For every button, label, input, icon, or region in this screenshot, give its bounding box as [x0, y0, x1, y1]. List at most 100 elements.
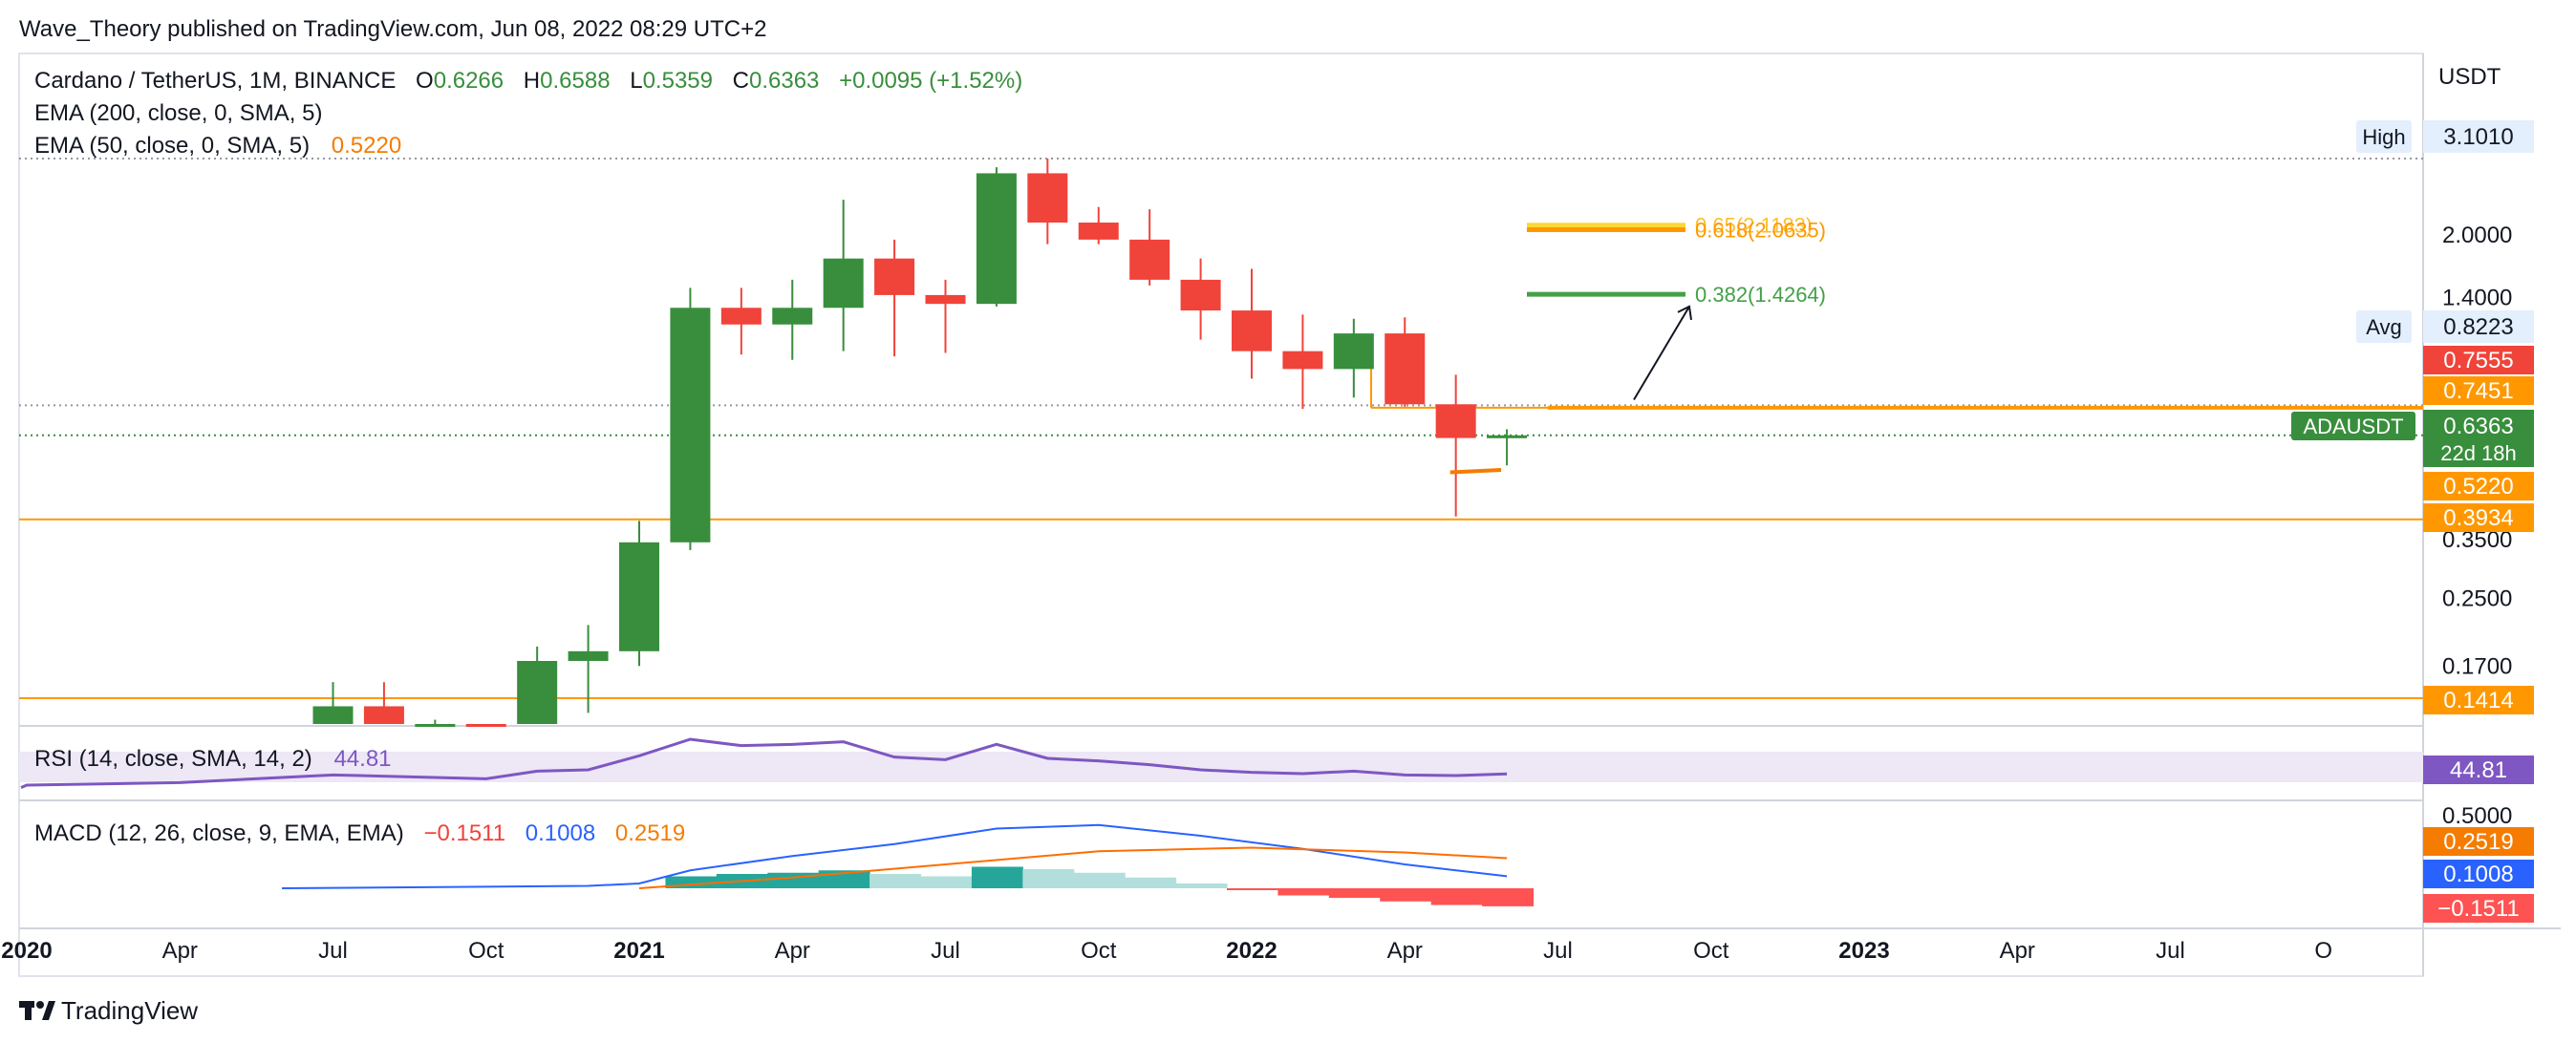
legend-line-1: Cardano / TetherUS, 1M, BINANCE O0.6266 … [34, 68, 1022, 94]
price-axis-labels: High 3.1010 Avg 0.8223 0.7555 0.7451 ADAUSDT 0.… [2291, 120, 2534, 714]
axis-label-5: 0.5220 [2443, 474, 2513, 500]
candle-body-20 [1333, 333, 1374, 370]
macd-legend: MACD (12, 26, close, 9, EMA, EMA) −0.151… [34, 820, 685, 846]
price-tick-0: 2.0000 [2442, 223, 2512, 248]
arrow-head [1677, 305, 1692, 321]
candle-body-13 [976, 173, 1017, 305]
macd-tick-0: 0.5000 [2442, 803, 2512, 829]
macd-value: −0.1511 [423, 820, 505, 846]
candle-body-18 [1232, 310, 1272, 351]
macd-signal-value: 0.1008 [526, 820, 595, 846]
fib-label-1: 0.618(2.0635) [1695, 219, 1826, 243]
legend-l-value: 0.5359 [643, 68, 713, 94]
rsi-line [20, 737, 1508, 790]
candle-body-23 [1487, 435, 1528, 438]
axis-label-box-0 [2423, 120, 2534, 153]
macd-hist-bar-9 [1125, 877, 1177, 888]
time-axis: 2020 Apr Jul Oct 2021 Apr Jul Oct 2022 Apr Jul Oct 2… [1, 938, 2332, 964]
price-tick-4: 0.1700 [2442, 653, 2512, 679]
candle-body-14 [1027, 173, 1068, 224]
macd-hist-bar-16 [1482, 888, 1535, 906]
rsi-value: 44.81 [333, 746, 391, 772]
candle-body-5 [568, 650, 609, 661]
macd-axis-label-2: −0.1511 [2437, 896, 2520, 922]
candle-body-22 [1435, 404, 1476, 438]
candle-body-19 [1282, 351, 1323, 370]
symbol-tag-text: ADAUSDT [2303, 415, 2403, 438]
time-tick-9: Apr [1387, 938, 1423, 964]
fib-label-0: 0.65(2.1183) [1695, 214, 1813, 238]
macd-axis-label-1: 0.1008 [2443, 862, 2513, 887]
fib-levels: 0.65(2.1183)0.618(2.0635) 0.382(1.4264) [1527, 214, 1826, 307]
axis-label-box-6 [2423, 503, 2534, 532]
candle-body-8 [720, 308, 762, 325]
macd-hist-bar-7 [1022, 869, 1075, 888]
candle-body-11 [874, 258, 915, 295]
tradingview-logo: TradingView [19, 996, 198, 1025]
candle-body-0 [312, 706, 354, 724]
axis-label-0: 3.1010 [2443, 124, 2513, 150]
macd-pane [282, 823, 1535, 906]
candle-body-12 [925, 294, 966, 305]
axis-tag-text-0: High [2362, 125, 2405, 149]
horizontal-levels [19, 158, 2423, 699]
legend-h-label: H [524, 68, 540, 94]
rsi-axis-value: 44.81 [2450, 757, 2507, 783]
candle-body-6 [619, 542, 659, 651]
tradingview-logo-icon [19, 1001, 55, 1020]
axis-label-1: 0.8223 [2443, 314, 2513, 340]
candle-body-10 [823, 258, 864, 309]
candle-body-21 [1385, 333, 1426, 405]
macd-line [282, 823, 1508, 889]
legend-l-label: L [630, 68, 642, 94]
ema50-segment [1449, 468, 1502, 475]
projection-arrow [1633, 305, 1692, 401]
time-tick-8: 2022 [1226, 938, 1277, 964]
price-tick-1: 1.4000 [2442, 286, 2512, 311]
time-tick-11: Oct [1693, 938, 1729, 964]
legend-ema50-value: 0.5220 [332, 133, 401, 159]
macd-hist-bar-5 [920, 876, 973, 888]
legend-ema50: EMA (50, close, 0, SMA, 5) [34, 133, 310, 159]
macd-hist-bar-14 [1380, 888, 1432, 902]
rsi-legend: RSI (14, close, SMA, 14, 2) 44.81 [34, 746, 392, 772]
time-tick-2: Jul [318, 938, 348, 964]
time-tick-0: 2020 [1, 938, 52, 964]
macd-hist-value: 0.2519 [615, 820, 685, 846]
candle-body-15 [1078, 223, 1119, 240]
macd-label: MACD (12, 26, close, 9, EMA, EMA) [34, 820, 404, 846]
candle-body-7 [670, 308, 711, 543]
publish-line: Wave_Theory published on TradingView.com… [19, 16, 766, 42]
legend-symbol: Cardano / TetherUS, 1M, BINANCE [34, 68, 396, 94]
axis-label-box-7 [2423, 686, 2534, 714]
macd-hist-bar-15 [1430, 888, 1483, 905]
time-tick-7: Oct [1081, 938, 1117, 964]
candle-body-4 [517, 660, 558, 724]
candle-body-9 [772, 308, 813, 325]
macd-hist-bar-6 [971, 866, 1023, 888]
brand-name: TradingView [61, 996, 198, 1025]
candle-body-3 [465, 724, 506, 727]
axis-label-box-1 [2423, 310, 2534, 343]
legend-o-value: 0.6266 [434, 68, 504, 94]
axis-label-6: 0.3934 [2443, 505, 2513, 531]
time-tick-3: Oct [468, 938, 504, 964]
macd-hist-bar-12 [1277, 888, 1330, 896]
axis-label-box-3 [2423, 376, 2534, 405]
macd-hist-bar-4 [869, 874, 922, 888]
symbol-tag [2291, 412, 2415, 440]
legend-ema200: EMA (200, close, 0, SMA, 5) [34, 100, 322, 126]
candles [312, 159, 1528, 727]
legend-o-label: O [416, 68, 434, 94]
signal-line [638, 846, 1508, 889]
axis-label-7: 0.1414 [2443, 688, 2513, 713]
axis-label-box-4 [2423, 410, 2534, 467]
macd-axis-box-0 [2423, 827, 2534, 856]
axis-tag-text-1: Avg [2366, 315, 2402, 339]
macd-hist-bar-10 [1175, 883, 1228, 888]
countdown-label: 22d 18h [2440, 441, 2517, 465]
legend-change: +0.0095 (+1.52%) [839, 68, 1022, 94]
time-tick-6: Jul [931, 938, 960, 964]
